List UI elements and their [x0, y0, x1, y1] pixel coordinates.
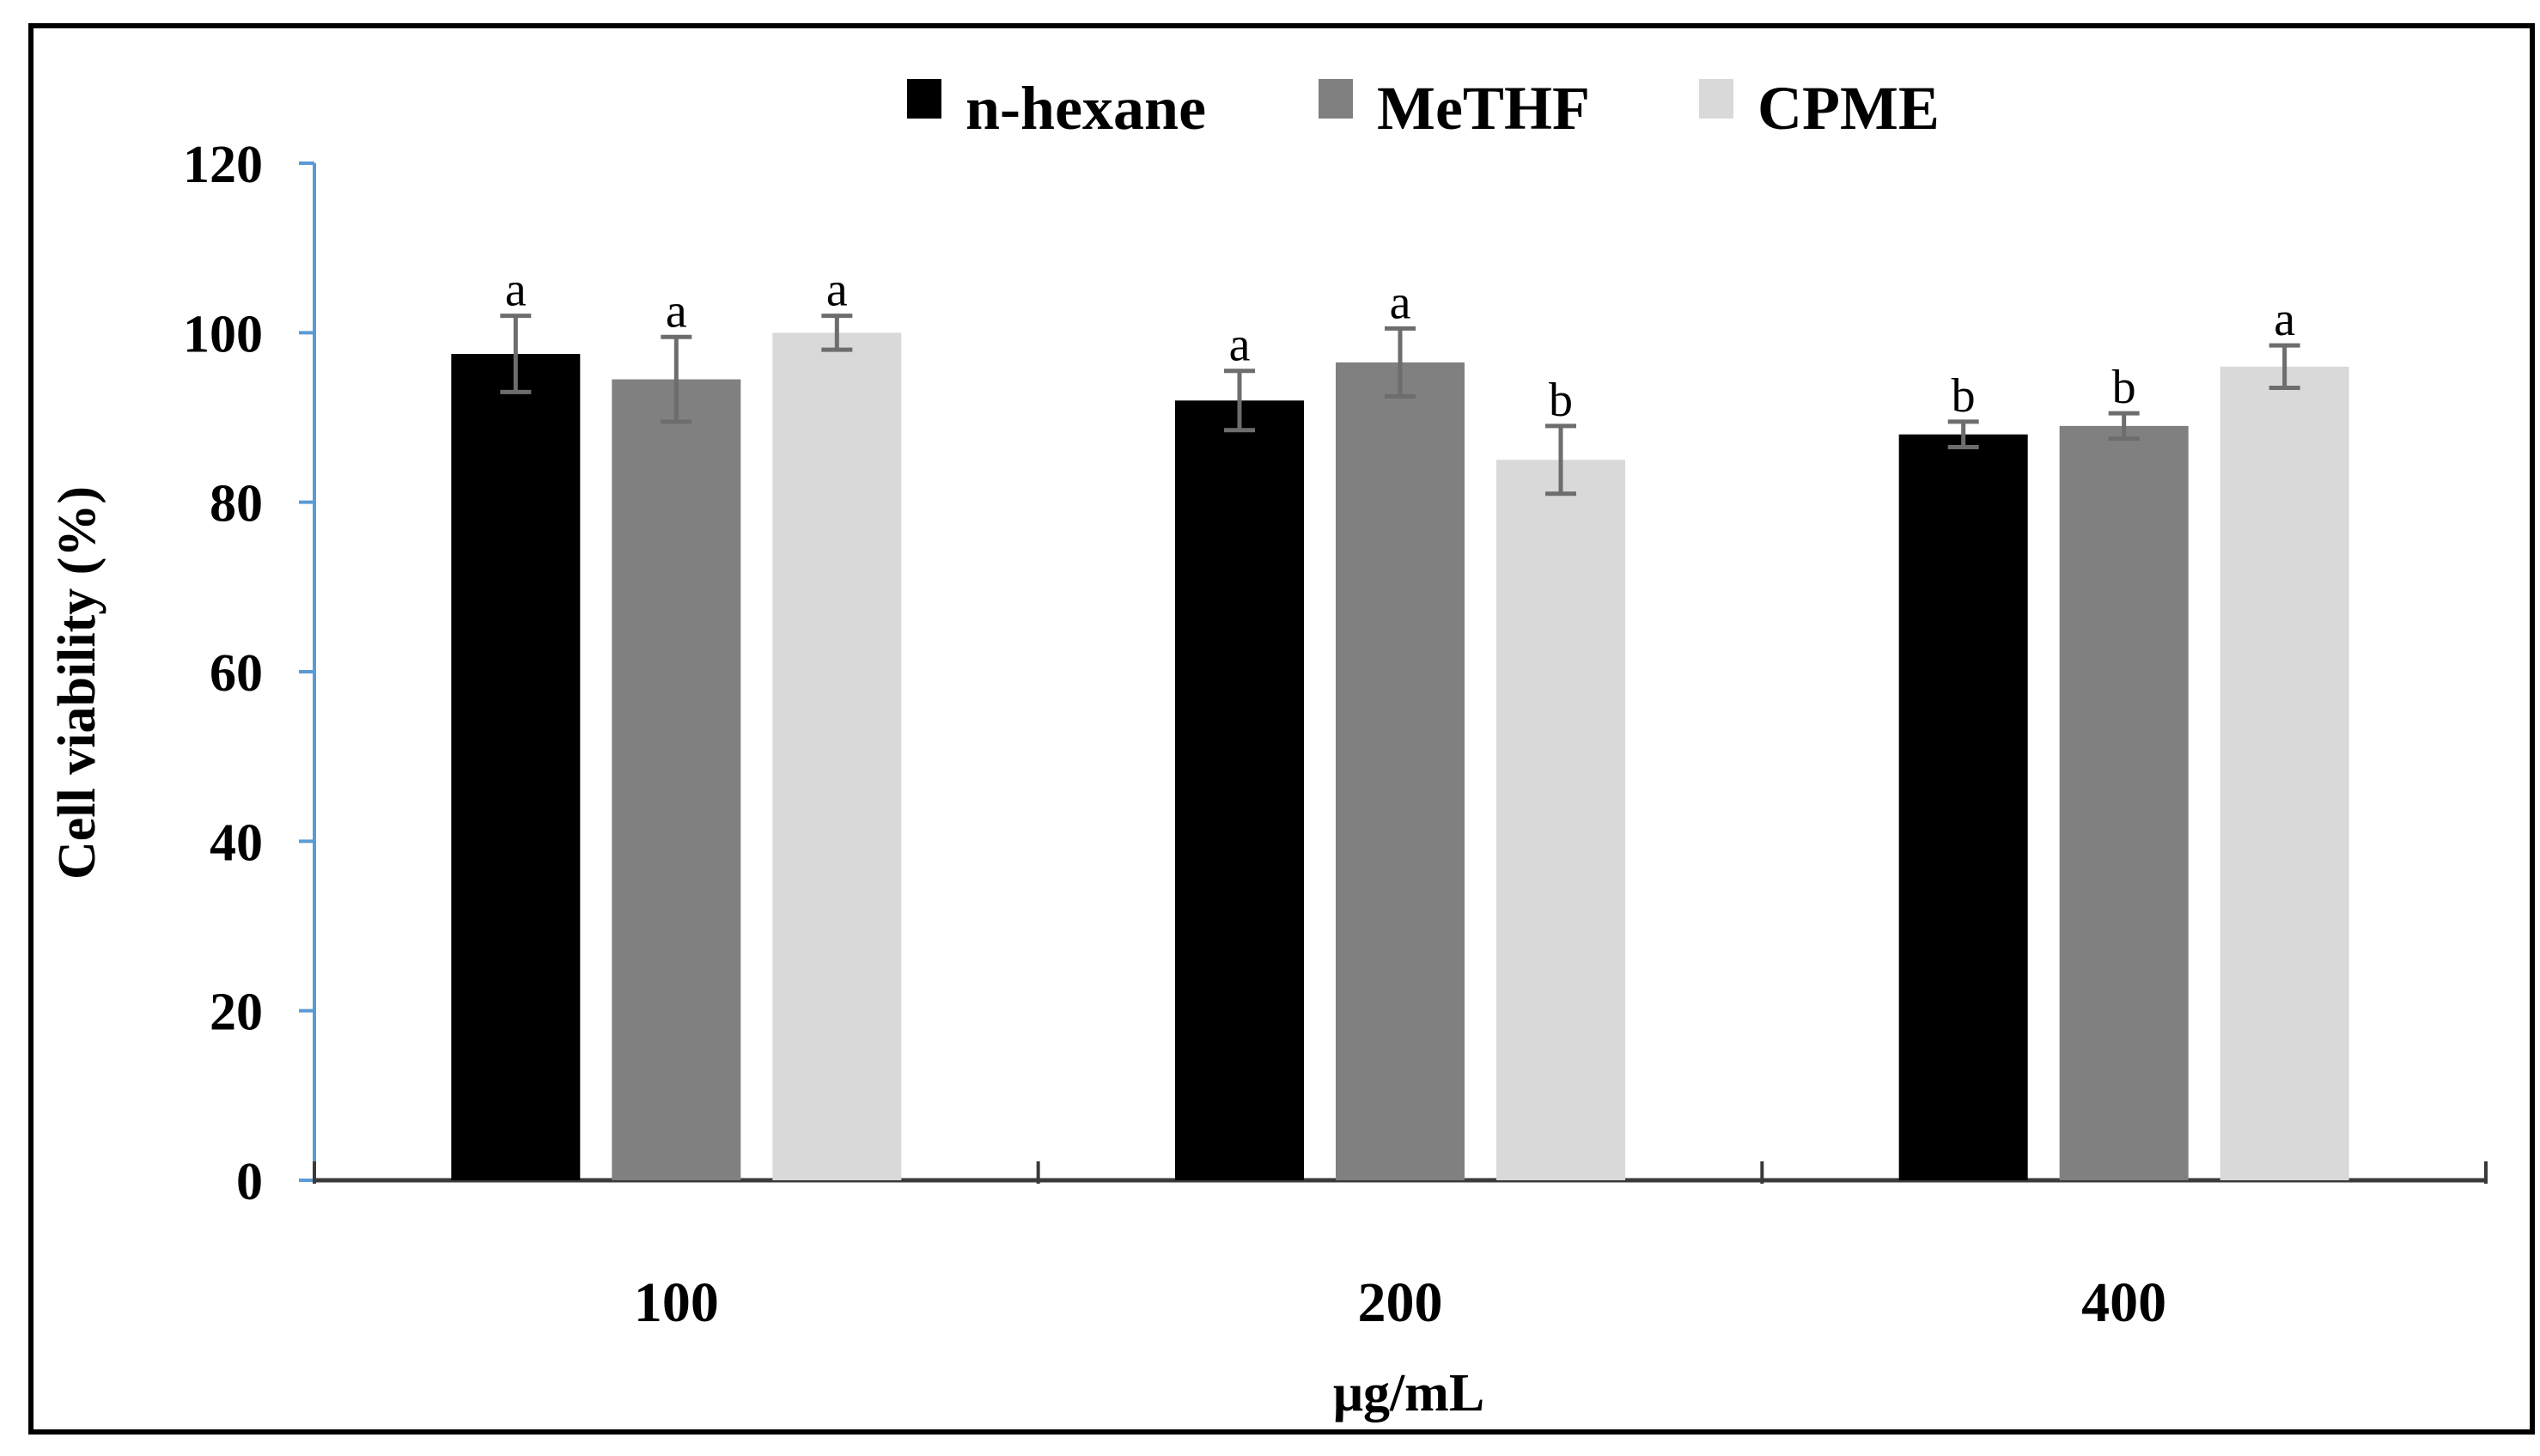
significance-letter: a: [1229, 319, 1251, 372]
y-tick-label: 0: [236, 1153, 263, 1211]
bar-n-hexane-200: [1175, 400, 1304, 1180]
significance-letter: a: [505, 264, 527, 317]
significance-letter: b: [1549, 374, 1573, 427]
significance-letter: a: [1390, 276, 1411, 329]
legend-label: n-hexane: [965, 74, 1206, 143]
y-tick-label: 80: [210, 475, 263, 533]
bar-CPME-400: [2220, 366, 2349, 1180]
bars: a a b a a b a b a: [451, 264, 2349, 1181]
legend-swatch-MeTHF: [1319, 79, 1353, 119]
legend-label: MeTHF: [1377, 74, 1590, 143]
bar-MeTHF-100: [612, 379, 741, 1181]
x-tick-label: 100: [634, 1271, 719, 1334]
significance-letter: b: [1952, 369, 1976, 423]
bar-CPME-200: [1496, 460, 1625, 1180]
legend: n-hexane MeTHF CPME: [907, 74, 1940, 143]
y-tick-label: 40: [210, 813, 263, 872]
legend-swatch-n-hexane: [907, 79, 941, 119]
y-tick-label: 100: [183, 305, 263, 363]
x-axis-label: μg/mL: [1333, 1364, 1484, 1422]
bar-CPME-100: [772, 332, 902, 1180]
significance-letter: a: [666, 284, 687, 338]
bar-MeTHF-400: [2059, 425, 2189, 1180]
significance-letter: b: [2112, 361, 2136, 414]
significance-letter: a: [826, 264, 848, 317]
bar-n-hexane-100: [451, 354, 581, 1180]
bar-MeTHF-200: [1336, 362, 1465, 1180]
y-tick-label: 120: [183, 136, 263, 194]
x-tick-label: 400: [2081, 1271, 2166, 1334]
legend-label: CPME: [1757, 74, 1940, 143]
y-tick-label: 60: [210, 644, 263, 703]
significance-letter: a: [2274, 293, 2295, 346]
y-axis-label: Cell viability (%): [48, 486, 107, 880]
x-tick-label: 200: [1358, 1271, 1443, 1334]
y-tick-label: 20: [210, 984, 263, 1042]
legend-swatch-CPME: [1699, 79, 1733, 119]
bar-n-hexane-400: [1898, 434, 2028, 1180]
